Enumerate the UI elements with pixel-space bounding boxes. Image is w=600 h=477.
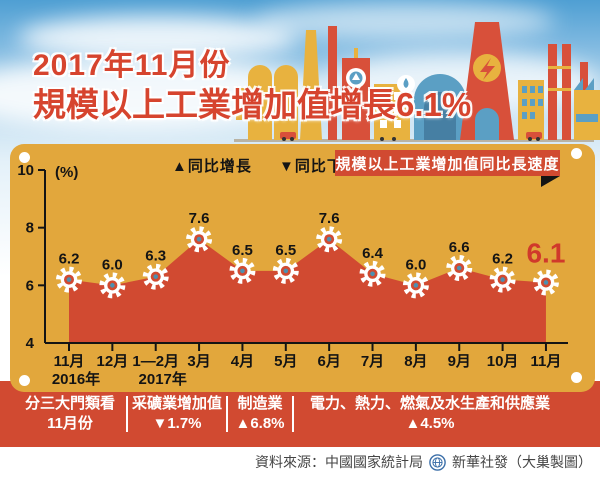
divider	[126, 396, 128, 432]
breakdown-overview-line1: 分三大門類看	[24, 395, 115, 412]
cloud-decoration	[255, 2, 555, 40]
breakdown-utilities-value: ▲4.5%	[405, 415, 455, 432]
credit-text: 新華社發（大巢製圖）	[452, 454, 592, 470]
cloud-decoration	[18, 16, 298, 60]
corner-rivet	[19, 375, 30, 386]
breakdown-manufacturing-value: ▲6.8%	[235, 415, 285, 432]
breakdown-mining: 采礦業增加值 ▼1.7%	[128, 381, 226, 447]
breakdown-manufacturing: 制造業 ▲6.8%	[228, 381, 292, 447]
corner-rivet	[19, 152, 30, 163]
breakdown-overview-line2: 11月份	[47, 415, 93, 432]
headline-line2: 規模以上工業增加值增長6.1%	[33, 86, 472, 124]
chart-panel	[10, 144, 595, 392]
source-footer: 資料來源：中國國家統計局 新華社發（大巢製圖）	[255, 452, 592, 472]
corner-rivet	[571, 372, 582, 383]
headline-line1: 2017年11月份	[33, 49, 231, 82]
breakdown-manufacturing-label: 制造業	[237, 395, 283, 412]
corner-rivet	[571, 148, 582, 159]
xinhua-globe-icon	[429, 453, 446, 471]
breakdown-overview: 分三大門類看 11月份	[14, 381, 126, 447]
legend-increase: ▲同比增長	[172, 158, 252, 175]
breakdown-utilities-label: 電力、熱力、燃氣及水生產和供應業	[309, 395, 550, 412]
divider	[292, 396, 294, 432]
breakdown-band: 分三大門類看 11月份 采礦業增加值 ▼1.7% 制造業 ▲6.8% 電力、熱力…	[0, 381, 600, 447]
factory-illustration	[234, 22, 600, 142]
breakdown-mining-value: ▼1.7%	[152, 415, 202, 432]
headline: 2017年11月份 規模以上工業增加值增長6.1%	[33, 48, 471, 125]
chart-title-banner: 規模以上工業增加值同比長速度	[335, 150, 560, 176]
source-text: 資料來源：中國國家統計局	[255, 454, 423, 470]
banner-fold	[541, 176, 560, 187]
breakdown-utilities: 電力、熱力、燃氣及水生產和供應業 ▲4.5%	[294, 381, 566, 447]
divider	[226, 396, 228, 432]
chart-title-text: 規模以上工業增加值同比長速度	[335, 155, 560, 173]
breakdown-mining-label: 采礦業增加值	[131, 395, 222, 412]
